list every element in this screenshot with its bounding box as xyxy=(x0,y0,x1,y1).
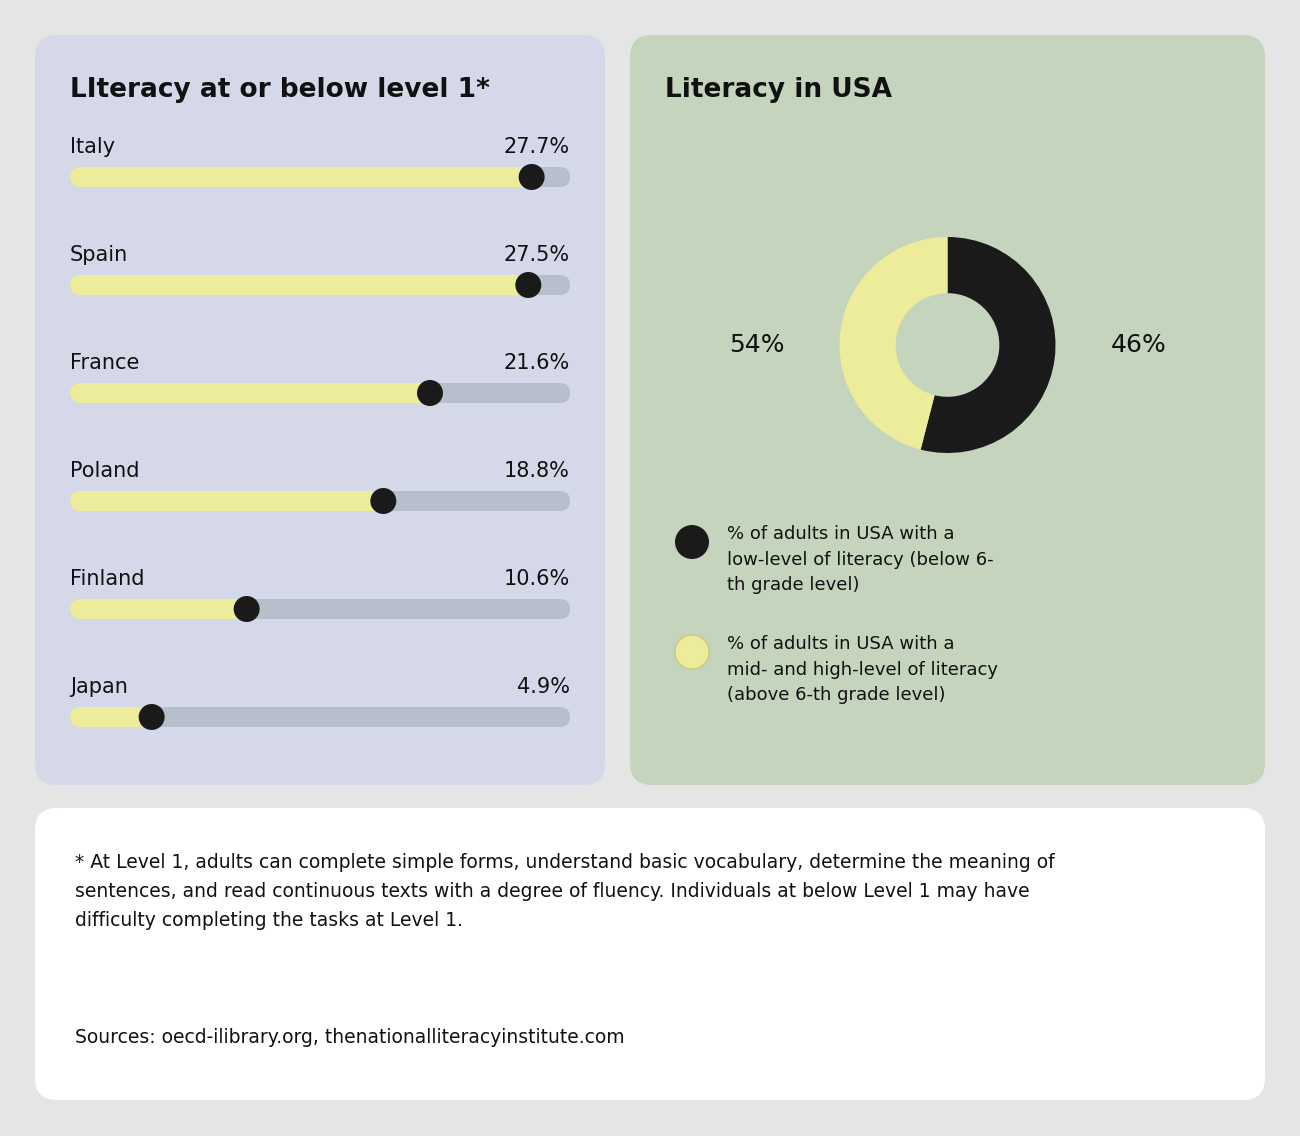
FancyBboxPatch shape xyxy=(70,707,569,727)
FancyBboxPatch shape xyxy=(70,167,545,187)
Text: 18.8%: 18.8% xyxy=(504,461,569,481)
Text: % of adults in USA with a
low-level of literacy (below 6-
th grade level): % of adults in USA with a low-level of l… xyxy=(727,525,993,594)
Wedge shape xyxy=(840,237,948,450)
Circle shape xyxy=(675,525,709,559)
Circle shape xyxy=(515,272,541,298)
FancyBboxPatch shape xyxy=(70,707,165,727)
FancyBboxPatch shape xyxy=(70,599,569,619)
Text: Poland: Poland xyxy=(70,461,139,481)
Circle shape xyxy=(675,635,709,669)
FancyBboxPatch shape xyxy=(70,491,396,511)
Circle shape xyxy=(234,596,260,623)
Text: 46%: 46% xyxy=(1110,333,1166,357)
Circle shape xyxy=(139,704,165,730)
Circle shape xyxy=(417,381,443,406)
Text: Spain: Spain xyxy=(70,245,129,265)
FancyBboxPatch shape xyxy=(70,599,260,619)
Text: % of adults in USA with a
mid- and high-level of literacy
(above 6-th grade leve: % of adults in USA with a mid- and high-… xyxy=(727,635,998,704)
Text: 27.7%: 27.7% xyxy=(504,137,569,157)
Text: Literacy in USA: Literacy in USA xyxy=(666,77,892,103)
Circle shape xyxy=(370,488,396,513)
FancyBboxPatch shape xyxy=(70,491,569,511)
Text: France: France xyxy=(70,353,139,373)
Text: 21.6%: 21.6% xyxy=(504,353,569,373)
Text: Sources: oecd-ilibrary.org, thenationalliteracyinstitute.com: Sources: oecd-ilibrary.org, thenationall… xyxy=(75,1028,624,1047)
Text: 4.9%: 4.9% xyxy=(517,677,569,698)
Text: 54%: 54% xyxy=(729,333,784,357)
Text: LIteracy at or below level 1*: LIteracy at or below level 1* xyxy=(70,77,490,103)
Text: * At Level 1, adults can complete simple forms, understand basic vocabulary, det: * At Level 1, adults can complete simple… xyxy=(75,853,1054,929)
FancyBboxPatch shape xyxy=(35,35,604,785)
Text: Japan: Japan xyxy=(70,677,127,698)
FancyBboxPatch shape xyxy=(70,383,443,403)
Circle shape xyxy=(519,164,545,190)
Text: Italy: Italy xyxy=(70,137,116,157)
FancyBboxPatch shape xyxy=(70,383,569,403)
FancyBboxPatch shape xyxy=(35,808,1265,1100)
FancyBboxPatch shape xyxy=(70,167,569,187)
Wedge shape xyxy=(920,237,1056,453)
Text: Finland: Finland xyxy=(70,569,144,588)
Text: 10.6%: 10.6% xyxy=(504,569,569,588)
FancyBboxPatch shape xyxy=(70,275,541,295)
FancyBboxPatch shape xyxy=(630,35,1265,785)
Text: 27.5%: 27.5% xyxy=(504,245,569,265)
FancyBboxPatch shape xyxy=(70,275,569,295)
